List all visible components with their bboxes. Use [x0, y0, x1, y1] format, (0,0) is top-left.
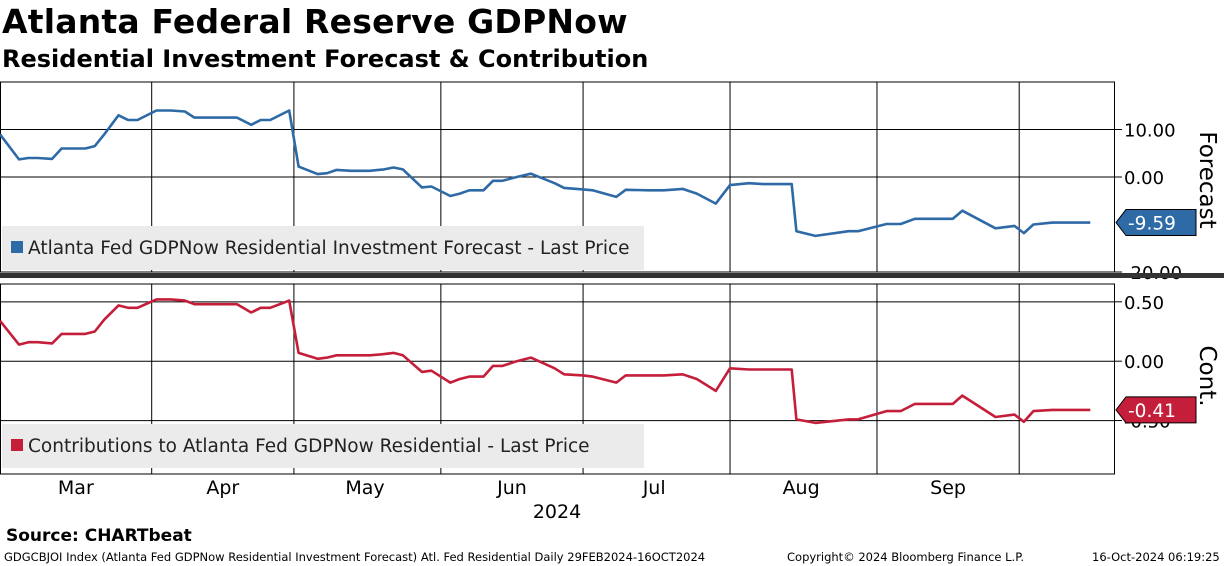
last-value-tag	[1115, 396, 1197, 424]
legend-swatch	[11, 241, 23, 253]
x-tick-label: Jun	[496, 477, 527, 499]
panel-separator	[0, 273, 1224, 278]
x-tick-label: May	[345, 477, 384, 499]
x-tick-label: Aug	[783, 477, 820, 499]
axis-title: Forecast	[1194, 131, 1220, 228]
contribution-series-line	[0, 298, 1091, 425]
last-value-tag	[1115, 209, 1197, 237]
y-tick-label: 0.00	[1124, 168, 1164, 189]
y-tick-label: 10.00	[1124, 121, 1176, 142]
chart-subtitle: Residential Investment Forecast & Contri…	[2, 45, 649, 73]
legend-swatch	[11, 439, 23, 451]
axis-title: Cont.	[1194, 345, 1220, 406]
x-tick-label: Apr	[206, 477, 239, 499]
ticker-description: GDGCBJOI Index (Atlanta Fed GDPNow Resid…	[4, 550, 706, 564]
x-tick-label: Sep	[930, 477, 966, 499]
timestamp-text: 16-Oct-2024 06:19:25	[1092, 550, 1220, 564]
legend-label: Atlanta Fed GDPNow Residential Investmen…	[28, 238, 630, 259]
last-value-label: -0.41	[1128, 401, 1176, 422]
x-tick-label: Mar	[58, 477, 94, 499]
legend-box	[2, 424, 644, 468]
legend-box	[2, 226, 644, 270]
x-tick-label: Jul	[642, 477, 666, 499]
forecast-series-line	[0, 109, 1091, 238]
panel-frame	[0, 283, 1115, 475]
source-label: Source: CHARTbeat	[6, 526, 192, 546]
last-value-label: -9.59	[1128, 214, 1176, 235]
y-tick-label: 0.50	[1124, 293, 1164, 314]
y-tick-label: 0.00	[1124, 352, 1164, 373]
copyright-text: Copyright© 2024 Bloomberg Finance L.P.	[787, 550, 1024, 564]
chart-title: Atlanta Federal Reserve GDPNow	[2, 2, 628, 41]
year-label: 2024	[533, 501, 581, 523]
legend-label: Contributions to Atlanta Fed GDPNow Resi…	[28, 436, 590, 457]
